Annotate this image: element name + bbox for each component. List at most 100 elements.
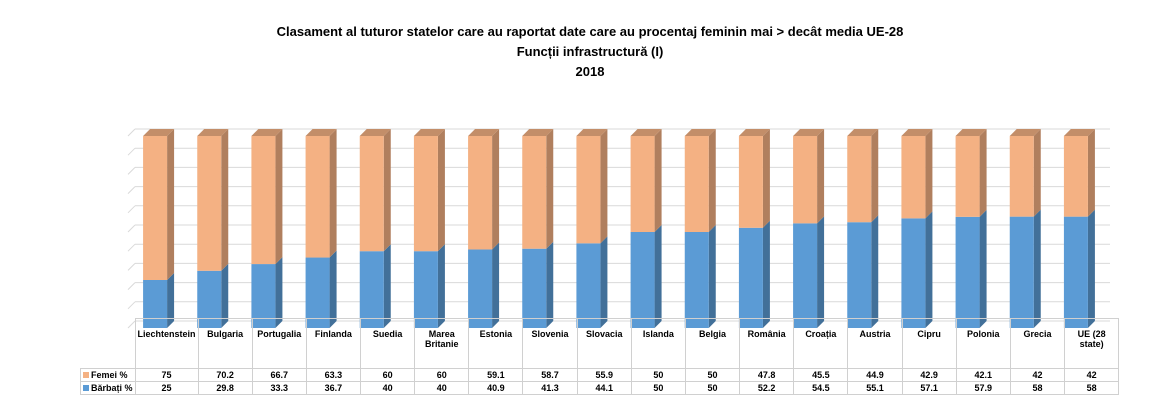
- bar-top: [1009, 129, 1041, 136]
- bar-side: [1087, 129, 1095, 217]
- bar-side: [1033, 209, 1041, 328]
- value-cell: 58.7: [522, 368, 578, 382]
- value-cell: 55.1: [847, 381, 903, 395]
- value-cell: 52.2: [739, 381, 795, 395]
- bar-side: [221, 263, 229, 328]
- bar-top: [1063, 129, 1095, 136]
- bar-side: [546, 241, 554, 328]
- bar-segment: [793, 223, 818, 328]
- grid-diagonal: [127, 320, 136, 329]
- bar-segment: [251, 264, 276, 328]
- legend-label: Bărbați %: [91, 383, 133, 393]
- category-label: Bulgaria: [197, 318, 253, 369]
- bar-top: [305, 129, 337, 136]
- data-table: Liechtenstein Bulgaria Portugalia Finlanda S…: [80, 318, 1120, 395]
- category-label: Cipru: [901, 318, 957, 369]
- bar-segment: [468, 136, 493, 250]
- table-row: Femei % 75 70.2 66.7 63.3 60 60 59.1 58.7 55.9 50 5…: [80, 368, 1120, 382]
- bar-top: [468, 129, 500, 136]
- category-label: Islanda: [630, 318, 686, 369]
- value-cell: 42.9: [901, 368, 957, 382]
- value-cell: 50: [684, 381, 741, 395]
- bar-side: [437, 244, 445, 328]
- value-cell: 36.7: [305, 381, 362, 395]
- bar-side: [654, 129, 662, 232]
- bar-side: [762, 129, 770, 228]
- value-cell: 57.1: [901, 381, 957, 395]
- bar-segment: [738, 136, 763, 228]
- grid-diagonal: [127, 301, 136, 310]
- bar-segment: [522, 248, 547, 328]
- value-cell: 25: [134, 381, 199, 395]
- grid-diagonal: [127, 186, 136, 194]
- table-header-row: Liechtenstein Bulgaria Portugalia Finlanda S…: [81, 318, 1120, 369]
- category-label: Austria: [847, 318, 903, 369]
- bar-side: [708, 225, 716, 328]
- category-label: Polonia: [955, 318, 1011, 369]
- legend-key: [83, 372, 89, 378]
- bar-side: [817, 129, 825, 224]
- grid-diagonal: [127, 263, 136, 271]
- category-label: Grecia: [1009, 318, 1066, 369]
- bar-side: [492, 129, 500, 250]
- bar-segment: [684, 136, 709, 232]
- value-cell: 41.3: [522, 381, 578, 395]
- bar-side: [275, 129, 283, 265]
- bar-segment: [901, 218, 926, 328]
- bar-side: [708, 129, 716, 232]
- category-label: România: [739, 318, 795, 369]
- bar-top: [793, 129, 825, 136]
- grid-diagonal: [127, 167, 136, 175]
- value-cell: 47.8: [739, 368, 795, 382]
- bar-side: [221, 129, 229, 271]
- bar-segment: [955, 136, 980, 217]
- value-cell: 59.1: [468, 368, 524, 382]
- value-cell: 45.5: [793, 368, 849, 382]
- bar-segment: [305, 136, 330, 258]
- value-cell: 75: [134, 368, 199, 382]
- bar-segment: [576, 136, 601, 244]
- bar-segment: [901, 136, 926, 219]
- value-cell: 50: [630, 368, 686, 382]
- category-label: Slovenia: [522, 318, 578, 369]
- bar-segment: [305, 257, 330, 328]
- category-label: Croația: [793, 318, 849, 369]
- table-row: Bărbați % 25 29.8 33.3 36.7 40 40 40.9 41.3 44.1 5…: [80, 381, 1120, 395]
- bar-top: [684, 129, 716, 136]
- bar-segment: [359, 136, 384, 252]
- grid-diagonal: [127, 282, 136, 290]
- bar-top: [955, 129, 987, 136]
- bar-top: [359, 129, 391, 136]
- category-label: Marea Britanie: [414, 318, 470, 369]
- bar-side: [871, 215, 879, 328]
- value-cell: 44.9: [847, 368, 903, 382]
- value-cell: 66.7: [251, 368, 307, 382]
- bar-side: [1033, 129, 1041, 217]
- row-label: Bărbați %: [80, 381, 136, 395]
- bar-top: [738, 129, 770, 136]
- legend-label: Femei %: [91, 370, 128, 380]
- value-cell: 60: [359, 368, 416, 382]
- value-cell: 50: [630, 381, 686, 395]
- category-label: Liechtenstein: [134, 318, 199, 369]
- grid-diagonal: [127, 128, 136, 137]
- bar-side: [979, 209, 987, 328]
- bar-side: [762, 220, 770, 328]
- grid-diagonal: [127, 224, 136, 233]
- value-cell: 33.3: [251, 381, 307, 395]
- bar-top: [143, 129, 175, 136]
- value-cell: 70.2: [197, 368, 253, 382]
- bar-top: [630, 129, 662, 136]
- category-label: Suedia: [359, 318, 416, 369]
- chart-subtitle: Funcții infrastructură (I): [517, 44, 664, 59]
- chart-year: 2018: [576, 64, 605, 79]
- value-cell: 44.1: [576, 381, 632, 395]
- grid-diagonal: [127, 205, 136, 214]
- bar-side: [925, 129, 933, 219]
- value-cell: 58: [1064, 381, 1120, 395]
- bar-side: [437, 129, 445, 252]
- bar-segment: [413, 136, 438, 252]
- value-cell: 57.9: [955, 381, 1011, 395]
